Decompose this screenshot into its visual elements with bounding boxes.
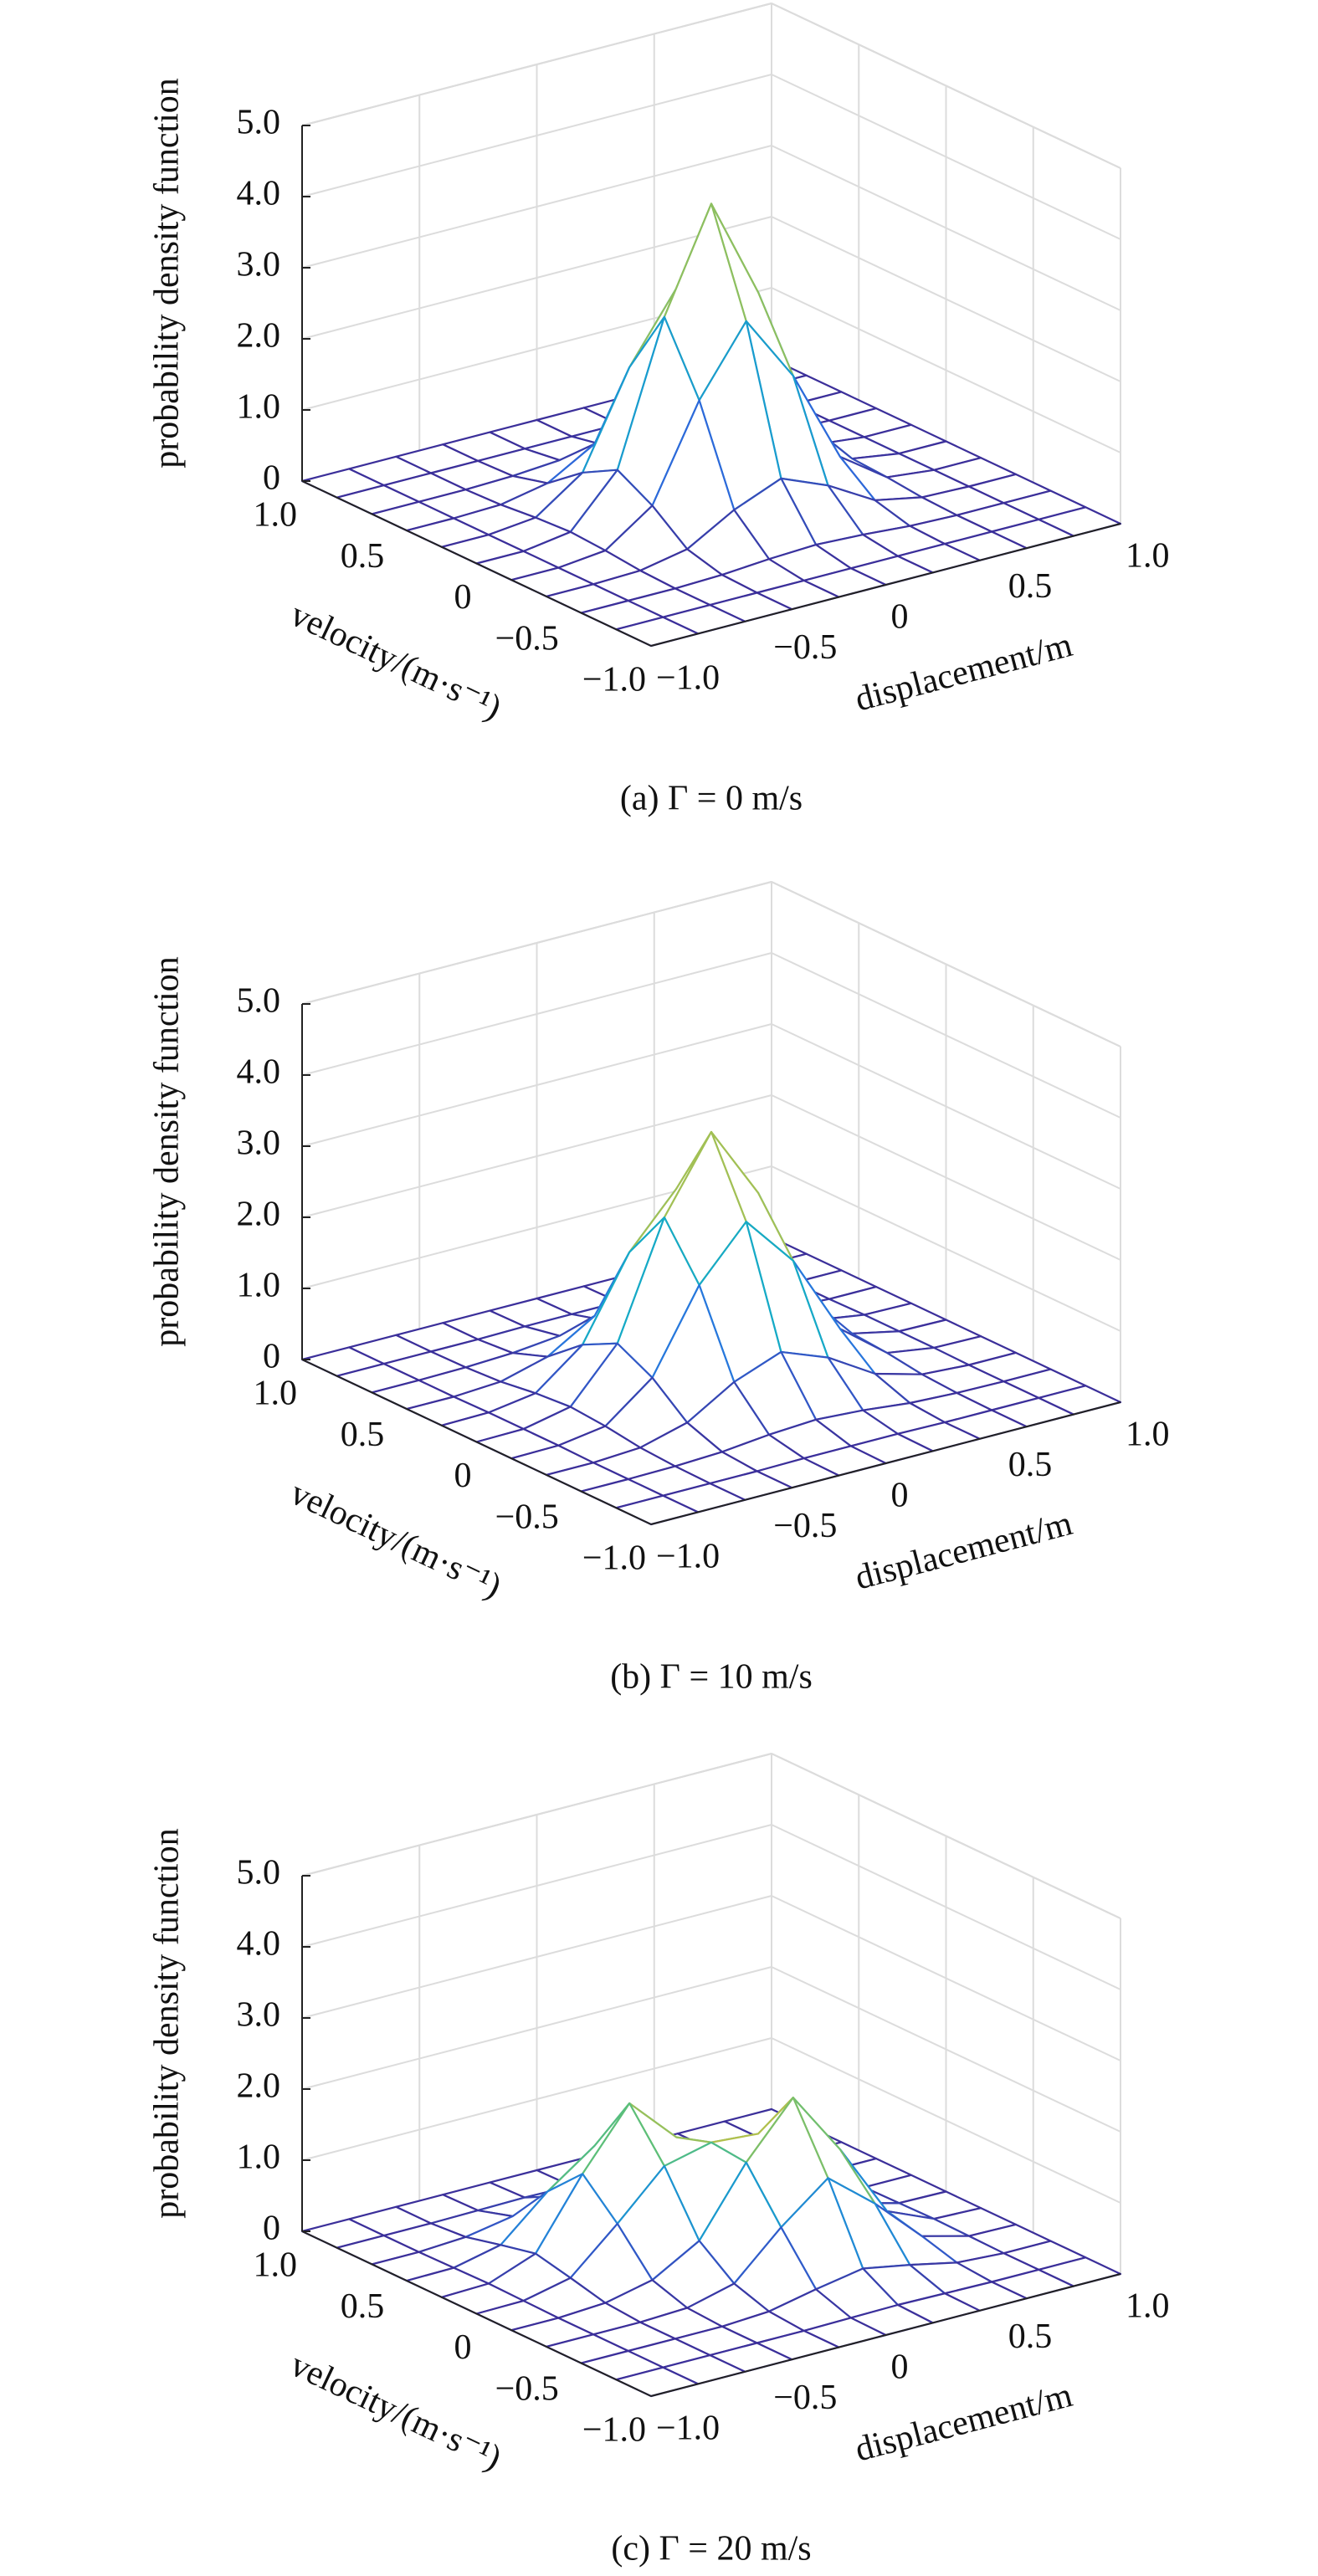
y-tick-label: 0.5 [341,537,385,576]
y-tick-label: −0.5 [495,619,559,658]
x-tick-label: 0.5 [1008,2317,1053,2356]
z-tick-label: 3.0 [237,246,281,284]
x-tick-label: 1.0 [1126,2287,1170,2326]
x-axis-title: displacement/m [851,626,1076,720]
x-tick-label: 0.5 [1008,1446,1053,1484]
y-axis-title: velocity/(m·s⁻¹) [285,1473,507,1606]
z-tick-label: 5.0 [237,1854,281,1892]
x-axis [650,2273,1121,2397]
x-axis [650,523,1121,647]
z-tick-label: 0 [263,459,280,498]
x-tick-label: −1.0 [656,2410,720,2448]
z-tick-label: 1.0 [237,1267,281,1305]
z-axis-title: probability density function [148,78,187,469]
x-tick-label: −0.5 [773,1507,837,1545]
z-axis-title: probability density function [148,1828,187,2219]
y-tick-label: 1.0 [254,1375,298,1413]
y-tick-label: −1.0 [582,661,646,699]
x-axis-title: displacement/m [851,2376,1076,2470]
y-axis-title: velocity/(m·s⁻¹) [285,595,507,727]
x-tick-label: 0 [891,598,909,637]
y-tick-label: −1.0 [582,1539,646,1578]
x-axis-title: displacement/m [851,1504,1076,1598]
x-tick-label: 0.5 [1008,567,1053,606]
y-tick-label: 1.0 [254,496,298,535]
y-tick-label: 0.5 [341,1416,385,1454]
z-tick-label: 4.0 [237,175,281,213]
y-tick-label: 1.0 [254,2246,298,2285]
z-tick-label: 3.0 [237,1124,281,1163]
caption: (a) Γ = 0 m/s [620,780,803,818]
caption: (c) Γ = 20 m/s [611,2530,811,2568]
z-tick-label: 5.0 [237,982,281,1021]
x-tick-label: 0 [891,2348,909,2387]
x-axis [650,1401,1121,1525]
x-tick-label: 0 [891,1477,909,1515]
y-tick-label: −0.5 [495,2369,559,2408]
z-tick-label: 0 [263,2210,280,2248]
z-tick-label: 1.0 [237,2138,281,2177]
x-tick-label: 1.0 [1126,537,1170,576]
caption: (b) Γ = 10 m/s [610,1658,813,1697]
y-tick-label: 0 [454,578,472,617]
z-axis-title: probability density function [148,956,187,1347]
z-tick-label: 3.0 [237,1996,281,2035]
y-axis [301,480,652,647]
x-tick-label: −0.5 [773,2379,837,2417]
x-tick-label: −0.5 [773,628,837,667]
y-tick-label: 0.5 [341,2287,385,2326]
y-axis [301,2230,652,2397]
y-tick-label: 0 [454,2328,472,2367]
y-tick-label: −1.0 [582,2411,646,2450]
z-tick-label: 4.0 [237,1053,281,1092]
z-tick-label: 2.0 [237,317,281,356]
x-tick-label: 1.0 [1126,1416,1170,1454]
z-tick-label: 2.0 [237,2067,281,2106]
z-tick-label: 5.0 [237,104,281,142]
y-axis-title: velocity/(m·s⁻¹) [285,2345,507,2477]
x-tick-label: −1.0 [656,1538,720,1576]
y-tick-label: −0.5 [495,1498,559,1536]
z-tick-label: 4.0 [237,1925,281,1964]
y-tick-label: 0 [454,1457,472,1495]
y-axis [301,1359,652,1525]
z-tick-label: 1.0 [237,388,281,427]
x-tick-label: −1.0 [656,659,720,698]
z-tick-label: 2.0 [237,1196,281,1234]
z-tick-label: 0 [263,1338,280,1376]
